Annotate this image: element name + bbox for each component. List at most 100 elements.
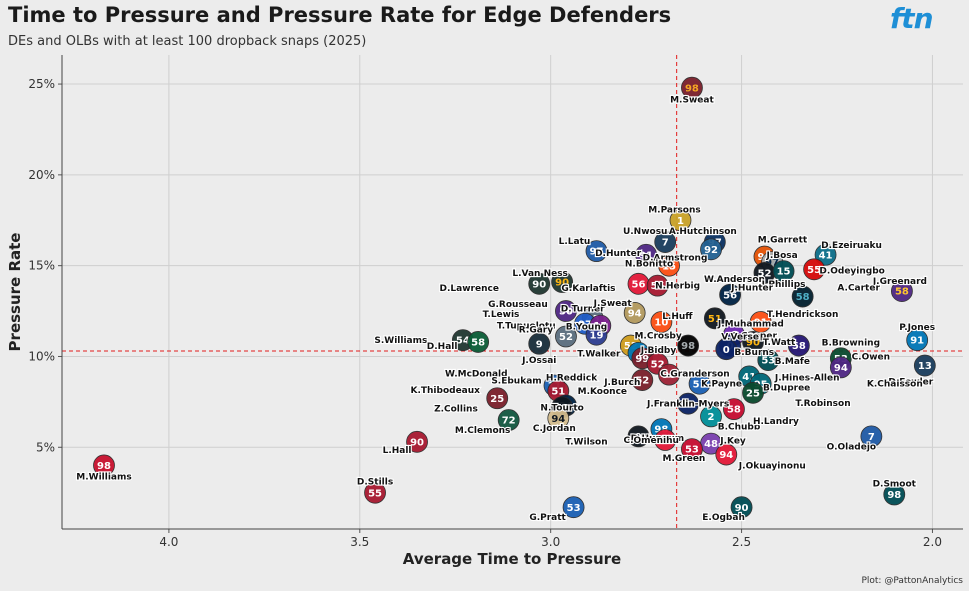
player-marker xyxy=(93,454,115,477)
player-point: 90 xyxy=(528,272,551,295)
player-label: J.Bidby xyxy=(640,346,677,356)
y-tick-label: 5% xyxy=(36,440,55,454)
player-label: K.Thibodeaux xyxy=(410,386,480,396)
player-label: C.Granderson xyxy=(660,370,729,380)
jersey-number: 52 xyxy=(651,359,665,370)
player-marker xyxy=(467,331,490,353)
jersey-number: 90 xyxy=(532,279,546,290)
player-point: 55 xyxy=(646,274,669,297)
jersey-number: 58 xyxy=(792,341,806,352)
jersey-number: 96 xyxy=(662,370,676,381)
player-point: 96 xyxy=(677,392,700,415)
player-marker xyxy=(585,323,608,346)
jersey-number: 25 xyxy=(490,394,504,405)
player-label: D.Armstrong xyxy=(643,253,708,263)
player-label: D.Stills xyxy=(357,478,393,488)
jersey-number: 99 xyxy=(635,354,649,365)
y-tick-label: 25% xyxy=(28,77,55,91)
player-label: T.Robinson xyxy=(795,399,850,409)
jersey-number: 58 xyxy=(727,405,741,416)
player-marker xyxy=(883,483,906,506)
player-point: 19 xyxy=(585,323,608,346)
player-label: D.Turner xyxy=(561,304,605,314)
player-point: 72 xyxy=(497,409,520,431)
player-point: 10 xyxy=(650,311,673,333)
player-marker xyxy=(703,307,726,330)
player-point: 9 xyxy=(528,332,551,355)
jersey-number: 52 xyxy=(635,376,649,387)
jersey-number: 1 xyxy=(677,216,684,227)
jersey-number: 51 xyxy=(708,314,722,325)
player-point: 7 xyxy=(654,231,677,253)
player-marker xyxy=(906,329,929,352)
player-point: 58 xyxy=(467,331,490,353)
player-point: 96 xyxy=(658,363,680,386)
player-label: B.Mafe xyxy=(775,357,810,367)
player-label: O.Oladejo xyxy=(827,442,877,452)
player-marker xyxy=(364,481,386,504)
jersey-number: 15 xyxy=(662,261,676,272)
player-label: M.Green xyxy=(663,454,706,464)
player-label: A.Hutchinson xyxy=(669,227,737,237)
player-point: 91 xyxy=(635,243,658,266)
player-label: M.Clemons xyxy=(455,426,511,436)
jersey-number: 7 xyxy=(662,238,669,249)
jersey-number: 58 xyxy=(796,292,810,303)
jersey-number: 0 xyxy=(723,345,730,356)
player-point: 56 xyxy=(627,272,650,295)
player-marker xyxy=(723,398,745,421)
x-tick-label: 3.5 xyxy=(350,535,369,549)
player-point: 90 xyxy=(742,331,764,353)
player-marker xyxy=(891,280,913,302)
player-marker xyxy=(719,283,742,306)
player-point: 53 xyxy=(757,349,780,372)
player-marker xyxy=(486,387,509,410)
player-point: 41 xyxy=(814,243,837,266)
x-axis-title: Average Time to Pressure xyxy=(403,550,621,568)
player-label: P.Jones xyxy=(899,323,935,333)
player-marker xyxy=(913,354,936,377)
player-label: J.Hunter xyxy=(730,284,774,294)
player-label: B.Chubb xyxy=(718,422,761,432)
player-label: R.Gary xyxy=(519,325,553,335)
player-label: M.Koonce xyxy=(578,387,627,397)
player-marker xyxy=(749,311,772,333)
jersey-number: 19 xyxy=(590,330,604,341)
player-label: C.Cooper xyxy=(731,332,778,342)
player-marker xyxy=(669,209,692,232)
jersey-number: 94 xyxy=(719,450,733,461)
player-marker xyxy=(772,260,795,283)
player-label: T.Wilson xyxy=(565,437,607,447)
axes: 4.0 3.5 3.0 2.5 2.0 5% 10% 15% 20% 25% xyxy=(28,55,963,549)
player-marker xyxy=(650,311,673,333)
jersey-number: 91 xyxy=(639,250,653,261)
jersey-number: 56 xyxy=(723,290,737,301)
player-label: G.Karlaftis xyxy=(561,284,615,294)
player-marker xyxy=(555,325,577,348)
jersey-number: 94 xyxy=(551,414,565,425)
player-label: J.Ossai xyxy=(521,356,556,366)
jersey-number: 98 xyxy=(681,341,695,352)
jersey-number: 53 xyxy=(685,445,699,456)
player-point: 25 xyxy=(742,381,764,404)
player-label: S.Williams xyxy=(374,336,427,346)
player-point: 9 xyxy=(627,425,650,448)
jersey-number: 52 xyxy=(559,332,573,343)
player-point: 90 xyxy=(730,496,753,519)
point-labels: M.Sweat M.Parsons U.Nwosu A.Hutchinson M.Gar… xyxy=(75,95,936,525)
player-point: 91 xyxy=(906,329,929,352)
player-label: G.Rousseau xyxy=(488,300,548,310)
player-marker xyxy=(681,76,703,99)
player-point: 15 xyxy=(658,254,680,277)
x-tick-label: 2.0 xyxy=(923,535,942,549)
player-point: 98 xyxy=(93,454,115,477)
player-label: J.Phillips xyxy=(761,280,806,290)
jersey-number: 90 xyxy=(735,503,749,514)
player-label: D.Lawrence xyxy=(440,284,499,294)
player-marker xyxy=(757,349,780,372)
jersey-number: 41 xyxy=(819,250,833,261)
player-label: T.Watt xyxy=(763,338,796,348)
player-point: 25 xyxy=(486,387,509,410)
jersey-number: 98 xyxy=(97,461,111,472)
